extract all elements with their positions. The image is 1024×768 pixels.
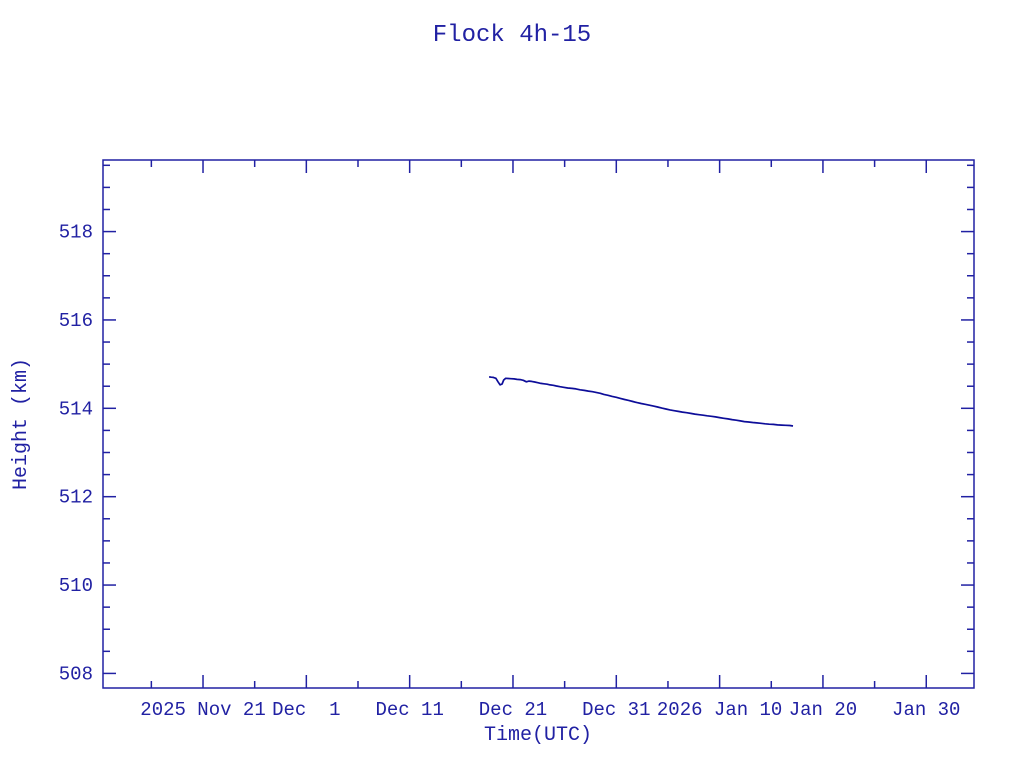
x-tick-label: Dec 31 bbox=[582, 699, 650, 721]
x-tick-label: 2025 Nov 21 bbox=[140, 699, 265, 721]
x-tick-label: Dec 1 bbox=[272, 699, 340, 721]
y-tick-label: 514 bbox=[59, 398, 93, 420]
x-tick-label: Dec 11 bbox=[375, 699, 443, 721]
x-tick-label: 2026 Jan 10 bbox=[657, 699, 782, 721]
plot-frame-group bbox=[102, 159, 975, 689]
y-tick-label: 516 bbox=[59, 310, 93, 332]
y-axis-label: Height (km) bbox=[10, 358, 33, 490]
axis-ticks-group: 2025 Nov 21 Dec 1 Dec 11 Dec 21 Dec 31 2026 J… bbox=[59, 160, 974, 721]
height-series-line bbox=[488, 376, 794, 427]
x-tick-label: Dec 21 bbox=[479, 699, 547, 721]
y-tick-label: 510 bbox=[59, 575, 93, 597]
plot-frame bbox=[102, 159, 975, 689]
data-series-group bbox=[488, 376, 794, 427]
y-tick-label: 512 bbox=[59, 487, 93, 509]
y-tick-label: 518 bbox=[59, 222, 93, 244]
y-tick-label: 508 bbox=[59, 663, 93, 685]
x-axis-label: Time(UTC) bbox=[484, 724, 592, 747]
x-tick-label: Jan 20 bbox=[789, 699, 857, 721]
chart-title: Flock 4h-15 bbox=[433, 22, 591, 49]
x-tick-label: Jan 30 bbox=[892, 699, 960, 721]
